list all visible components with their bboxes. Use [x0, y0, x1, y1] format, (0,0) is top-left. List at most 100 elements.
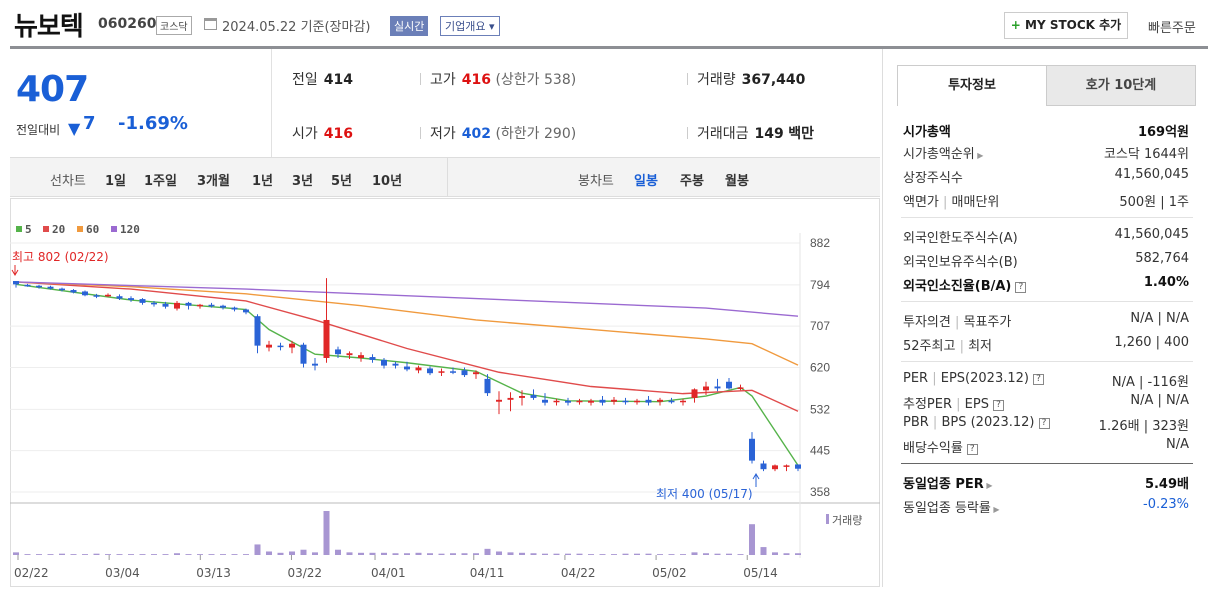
info-row: 배당수익률? N/A [903, 437, 1189, 457]
volume-bar [553, 553, 560, 555]
candle-body [128, 298, 134, 301]
volume: 거래량 367,440 [697, 69, 805, 89]
candle-monthly[interactable]: 월봉 [725, 174, 749, 189]
volume-bar [381, 552, 387, 555]
legend-label: 60 [86, 223, 99, 236]
volume-bar [530, 553, 537, 555]
help-icon[interactable]: ? [1015, 282, 1027, 293]
candle-body [358, 355, 364, 358]
caret-icon[interactable]: ▶ [983, 481, 993, 490]
info-value: 41,560,045 [1114, 227, 1189, 242]
tab-order-book[interactable]: 호가 10단계 [1046, 65, 1196, 106]
volume-bar [116, 554, 123, 555]
divider [420, 73, 421, 85]
y-tick-label: 532 [810, 402, 830, 416]
invest-info-panel: 투자정보 호가 10단계 시가총액 169억원 시가총액순위 ▶ 코스닥 1644위 상… [882, 49, 1212, 587]
realtime-button[interactable]: 실시간 [390, 16, 429, 36]
info-label: 외국인소진율(B/A) [903, 279, 1012, 294]
volume-bar [162, 554, 169, 555]
x-tick-label: 02/22 [14, 566, 49, 580]
calendar-icon [204, 18, 217, 30]
ma-line-60 [15, 281, 799, 366]
info-value: N/A [1166, 437, 1189, 452]
help-icon[interactable]: ? [1032, 374, 1044, 385]
my-stock-add-button[interactable]: + MY STOCK 추가 [1004, 12, 1128, 39]
volume-bar [680, 554, 686, 555]
period-10y[interactable]: 10년 [372, 174, 403, 189]
volume-bar [657, 554, 663, 555]
info-label: 외국인한도주식수(A) [903, 231, 1018, 246]
volume-bar [358, 552, 364, 555]
candle-body [162, 303, 169, 307]
candle-body [588, 400, 594, 403]
candle-body [59, 288, 65, 291]
divider [420, 127, 421, 139]
candle-body [772, 465, 778, 470]
x-tick-label: 04/01 [371, 566, 406, 580]
period-1y[interactable]: 1년 [252, 174, 274, 189]
period-1d[interactable]: 1일 [105, 174, 127, 189]
y-tick-label: 620 [810, 361, 830, 375]
amount-unit: 백만 [788, 126, 814, 142]
tab-invest-info[interactable]: 투자정보 [897, 65, 1047, 106]
price-change-percent: -1.69% [118, 113, 188, 134]
candle-body [70, 290, 77, 293]
y-tick-label: 445 [810, 444, 830, 458]
volume-bar [415, 552, 422, 555]
x-tick-label: 05/14 [743, 566, 778, 580]
candle-body [415, 367, 422, 371]
caret-icon[interactable]: ▶ [974, 151, 984, 160]
price-chart-svg: 882 794 707 620 532 445 358 5 20 60 120 거래량 02/22 03/… [10, 198, 880, 587]
legend-swatch [16, 226, 22, 232]
header-divider [10, 46, 1208, 49]
volume-bar [599, 554, 606, 555]
info-value: 1.26배 | 323원 [1098, 419, 1189, 434]
candle-weekly[interactable]: 주봉 [680, 174, 704, 189]
info-label-2: EPS [964, 397, 989, 412]
volume-bar [737, 554, 744, 555]
period-3m[interactable]: 3개월 [197, 174, 230, 189]
info-value: 코스닥 1644위 [1103, 147, 1189, 162]
quick-order-link[interactable]: 빠른주문 [1148, 21, 1196, 36]
candle-body [760, 463, 767, 470]
info-label: 52주최고 [903, 339, 956, 354]
info-row: 상장주식수 41,560,045 [903, 167, 1189, 187]
volume-bar [622, 553, 629, 555]
price-chart[interactable]: 882 794 707 620 532 445 358 5 20 60 120 거래량 02/22 03/… [10, 198, 880, 587]
candle-body [530, 395, 537, 398]
period-3y[interactable]: 3년 [292, 174, 314, 189]
base-date: 2024.05.22 기준(장마감) [222, 20, 371, 35]
volume-bar [645, 553, 652, 555]
info-value: 41,560,045 [1114, 167, 1189, 182]
help-icon[interactable]: ? [966, 444, 978, 455]
candle-body [645, 399, 652, 403]
caret-icon[interactable]: ▶ [990, 505, 1000, 514]
volume-bar [450, 553, 456, 555]
volume-bar [300, 549, 307, 555]
volume-bar [323, 511, 330, 555]
volume-bar [335, 549, 341, 555]
info-row: 동일업종 PER ▶ 5.49배 [903, 473, 1189, 493]
low-arrow-icon [752, 473, 760, 487]
volume-bar [542, 553, 548, 555]
period-1w[interactable]: 1주일 [144, 174, 177, 189]
divider [447, 158, 448, 196]
period-5y[interactable]: 5년 [331, 174, 353, 189]
volume-bar [795, 553, 801, 555]
candle-daily[interactable]: 일봉 [634, 174, 658, 189]
help-icon[interactable]: ? [992, 400, 1004, 411]
candle-body [300, 344, 307, 364]
info-value: N/A | -116원 [1111, 375, 1189, 390]
volume-bar [369, 552, 376, 555]
volume-bar [772, 552, 778, 555]
volume-bar [461, 553, 468, 555]
volume-bar [726, 553, 732, 555]
legend-label: 5 [25, 223, 32, 236]
volume-bar [576, 553, 583, 555]
my-stock-label: MY STOCK 추가 [1025, 18, 1122, 32]
divider [901, 463, 1193, 464]
corp-info-dropdown[interactable]: 기업개요 ▾ [440, 16, 500, 36]
help-icon[interactable]: ? [1038, 418, 1050, 429]
volume-bar [208, 554, 215, 555]
open-value: 416 [323, 126, 353, 142]
